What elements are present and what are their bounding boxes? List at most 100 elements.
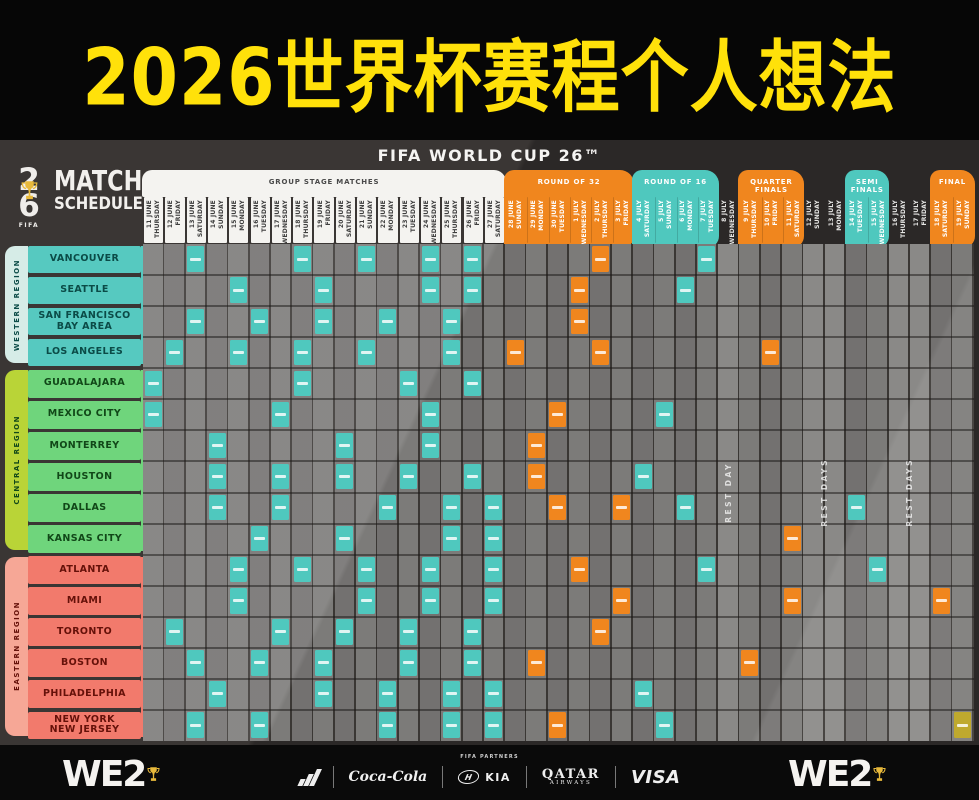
date-label: SATURDAY [644, 200, 652, 238]
city-cell: PHILADELPHIA [28, 680, 141, 709]
date-label: 13 JULY [827, 200, 835, 227]
date-label: SATURDAY [494, 200, 502, 238]
match-cell [634, 463, 652, 490]
fifa-world-cup-wordmark: FIFA WORLD CUP 26™ [377, 146, 602, 165]
match-cell [485, 525, 503, 552]
match-schedule-line2: SCHEDULE [54, 194, 143, 214]
date-label: MONDAY [835, 200, 843, 231]
trophy-icon [147, 767, 160, 781]
match-cell [954, 712, 972, 738]
match-cell [570, 557, 588, 583]
date-label: THURSDAY [154, 200, 162, 238]
match-cell [591, 619, 609, 645]
match-cell [421, 401, 439, 428]
match-cell [336, 619, 354, 645]
date-column-38: 19 JULY SUNDAY [953, 197, 973, 243]
match-cell [315, 308, 333, 334]
date-label: 11 JULY [785, 200, 793, 227]
date-label: 27 JUNE [486, 200, 494, 229]
date-column-1: 12 JUNE FRIDAY [165, 197, 185, 243]
match-cell [549, 712, 567, 738]
city-cell: GUADALAJARA [28, 369, 141, 398]
rest-day-text: REST DAYS [905, 458, 915, 527]
match-cell [400, 370, 418, 397]
grid-row-line [143, 429, 974, 432]
section-label-r16: ROUND OF 16 [644, 178, 707, 186]
date-label: 24 JUNE [423, 200, 431, 229]
date-label: SUNDAY [367, 200, 375, 229]
date-label: 12 JULY [806, 200, 814, 227]
fifa26-match-schedule-logo: 2 6 FIFA MATCH SCHEDULE [10, 165, 143, 241]
date-label: THURSDAY [750, 200, 758, 238]
match-cell [442, 525, 460, 552]
match-cell [208, 681, 226, 707]
date-column-16: 27 JUNE SATURDAY [484, 197, 505, 243]
match-cell [187, 246, 205, 272]
qatar-airways-logo: QATAR AIRWAYS [542, 768, 600, 787]
sponsor-divider [525, 766, 527, 788]
date-label: 19 JUNE [316, 200, 324, 229]
date-column-11: 22 JUNE MONDAY [378, 197, 398, 243]
city-label: BOSTON [60, 656, 109, 668]
date-column-0: 11 JUNE THURSDAY [144, 197, 164, 243]
date-column-37: 18 JULY SATURDAY [932, 197, 952, 243]
date-label: FRIDAY [623, 200, 631, 226]
date-label: 1 JULY [572, 200, 580, 222]
match-cell [698, 557, 716, 583]
match-cell [336, 432, 354, 459]
date-column-2: 13 JUNE SATURDAY [186, 197, 206, 243]
match-cell [634, 681, 652, 707]
date-label: WEDNESDAY [431, 200, 439, 245]
match-cell [378, 494, 396, 521]
match-cell [251, 712, 269, 738]
date-label: 30 JUNE [551, 200, 559, 229]
city-label: KANSAS CITY [46, 532, 123, 544]
date-label: FRIDAY [175, 200, 183, 226]
match-cell [655, 401, 673, 428]
city-label: ATLANTA [59, 563, 110, 575]
date-label: SATURDAY [196, 200, 204, 238]
date-label: 18 JULY [934, 200, 942, 227]
match-cell [783, 525, 801, 552]
city-label: LOS ANGELES [45, 346, 124, 358]
match-cell [293, 370, 311, 397]
sponsor-divider [332, 766, 334, 788]
match-cell [506, 339, 524, 366]
date-column-22: 3 JULY FRIDAY [612, 197, 632, 243]
match-cell [868, 557, 886, 583]
date-label: THURSDAY [452, 200, 460, 238]
date-label: 15 JUNE [231, 200, 239, 229]
match-cell [315, 650, 333, 676]
match-cell [421, 277, 439, 303]
match-cell [549, 494, 567, 521]
match-cell [293, 246, 311, 272]
section-label-qf: QUARTER FINALS [750, 178, 793, 194]
section-label-final: FINAL [938, 178, 966, 186]
grid-row-line [143, 398, 974, 401]
date-column-9: 20 JUNE SATURDAY [335, 197, 355, 243]
match-cell [187, 712, 205, 738]
date-label: 28 JUNE [508, 200, 516, 229]
date-column-18: 29 JUNE MONDAY [527, 197, 547, 243]
date-label: 20 JUNE [337, 200, 345, 229]
match-cell [272, 494, 290, 521]
logo-digit-6: 6 [18, 188, 40, 224]
date-label: 16 JULY [891, 200, 899, 227]
region-tab-central: CENTRAL REGION [5, 370, 28, 550]
date-column-35: 16 JULY THURSDAY [890, 197, 909, 243]
date-label: WEDNESDAY [580, 200, 588, 245]
date-column-24: 5 JULY SUNDAY [655, 197, 675, 243]
region-edge-strip [141, 370, 144, 551]
match-cell [442, 494, 460, 521]
city-label: BAY AREA [56, 320, 113, 332]
date-column-8: 19 JUNE FRIDAY [314, 197, 334, 243]
match-cell [229, 277, 247, 303]
date-label: FRIDAY [473, 200, 481, 226]
date-label: TUESDAY [559, 200, 567, 233]
date-column-30: 11 JULY SATURDAY [783, 197, 803, 243]
region-tab-east: EASTERN REGION [5, 556, 28, 736]
city-label: HOUSTON [56, 470, 113, 482]
date-label: 10 JULY [764, 200, 772, 227]
match-cell [165, 339, 183, 366]
date-column-4: 15 JUNE MONDAY [229, 197, 249, 243]
